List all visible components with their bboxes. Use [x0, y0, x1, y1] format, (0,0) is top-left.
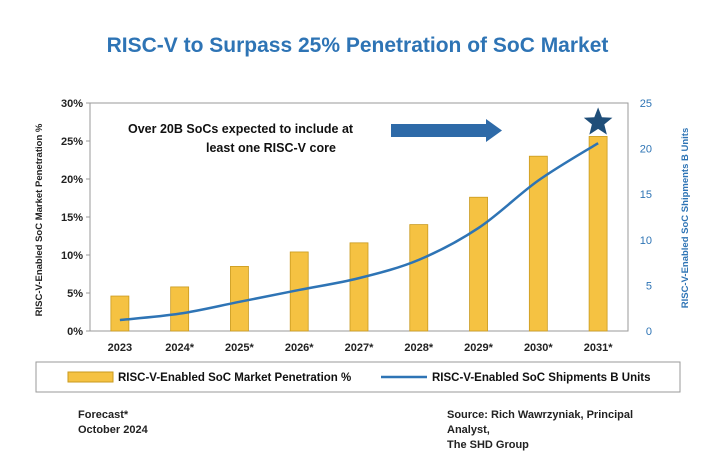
annotation-line-1: Over 20B SoCs expected to include at [128, 122, 354, 136]
bar-2024* [170, 286, 190, 332]
x-tick-label: 2026* [285, 342, 314, 354]
bar-2029* [469, 196, 488, 332]
annotation-line-2: least one RISC-V core [206, 141, 336, 155]
y2-tick-label: 5 [646, 280, 652, 292]
y-tick-label: 30% [61, 98, 83, 110]
y-tick-label: 10% [61, 250, 83, 262]
y-tick-label: 0% [67, 326, 83, 338]
y-tick-label: 25% [61, 136, 83, 148]
y-axis-label: RISC-V-Enabled SoC Market Penetration % [34, 123, 45, 316]
y-tick-label: 20% [61, 174, 83, 186]
forecast-note: Forecast* October 2024 [78, 408, 148, 438]
y-tick-label: 15% [61, 212, 83, 224]
right-arrow-icon [391, 119, 502, 142]
source-note-line-2: The SHD Group [447, 439, 529, 451]
bar-2030* [528, 155, 548, 332]
bar-2025* [230, 265, 249, 332]
y-tick-label: 5% [67, 288, 83, 300]
x-tick-label: 2028* [404, 342, 433, 354]
y2-tick-label: 10 [640, 235, 652, 247]
y2-tick-label: 15 [640, 189, 652, 201]
x-tick-label: 2029* [464, 342, 493, 354]
bar-2023 [110, 295, 130, 332]
legend-line-label: RISC-V-Enabled SoC Shipments B Units [432, 372, 651, 384]
bar-2027* [349, 242, 369, 332]
x-tick-label: 2025* [225, 342, 254, 354]
legend [35, 361, 681, 393]
y2-tick-label: 25 [640, 98, 652, 110]
star-icon [583, 107, 613, 135]
x-tick-label: 2031* [584, 342, 613, 354]
x-tick-label: 2030* [524, 342, 553, 354]
x-tick-label: 2027* [345, 342, 374, 354]
bar-2031* [588, 136, 608, 332]
forecast-note-line-2: October 2024 [78, 424, 148, 436]
chart-title: RISC-V to Surpass 25% Penetration of SoC… [106, 34, 609, 57]
y2-axis-label: RISC-V-Enabled SoC Shipments B Units [680, 128, 691, 309]
x-tick-label: 2024* [165, 342, 194, 354]
y2-tick-label: 20 [640, 144, 652, 156]
source-note-line-1: Source: Rich Wawrzyniak, Principal Analy… [447, 409, 634, 436]
forecast-note-line-1: Forecast* [78, 409, 129, 421]
shipments-line [119, 142, 599, 322]
x-tick-label: 2023 [108, 342, 132, 354]
legend-bar-label: RISC-V-Enabled SoC Market Penetration % [118, 372, 351, 384]
y2-tick-label: 0 [646, 326, 652, 338]
legend-bar-swatch [67, 371, 114, 383]
source-note: Source: Rich Wawrzyniak, Principal Analy… [447, 408, 677, 453]
bar-2028* [409, 224, 429, 332]
